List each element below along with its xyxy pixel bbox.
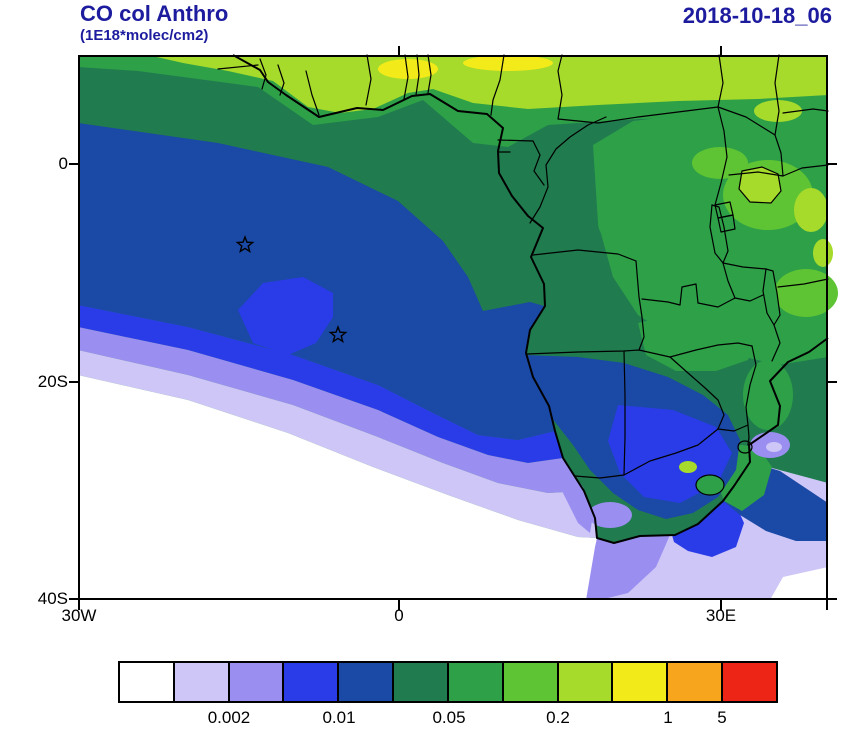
colorbar-cell-3 bbox=[229, 663, 285, 701]
east-green-patch-3 bbox=[692, 147, 748, 179]
lake-malawi bbox=[762, 268, 781, 327]
moz-lavender-dot bbox=[766, 442, 782, 452]
ocean-patch-blue bbox=[238, 277, 333, 355]
coastline bbox=[232, 54, 829, 544]
colorbar-cell-9 bbox=[558, 663, 614, 701]
west-africa-yellowgreen-band bbox=[148, 55, 828, 113]
map-svg bbox=[69, 46, 838, 610]
east-yellowgreen-spot-1 bbox=[794, 188, 828, 232]
namib-coastal-light bbox=[557, 463, 593, 533]
x-axis-label-30e: 30E bbox=[705, 606, 737, 625]
lesotho-border bbox=[695, 474, 725, 496]
colorbar-tick-005: 0.05 bbox=[432, 708, 466, 727]
lake-tanganyika bbox=[709, 204, 729, 265]
ocean-southcoast-blue bbox=[672, 501, 744, 557]
east-green-patch-2 bbox=[774, 269, 838, 317]
star-marker-1 bbox=[235, 235, 255, 254]
yellow-patch-1 bbox=[378, 59, 438, 79]
congo-green-patch-1 bbox=[598, 197, 678, 249]
ocean-band-blue bbox=[78, 305, 563, 463]
x-axis-label-0: 0 bbox=[394, 606, 404, 625]
colorbar-cell-2 bbox=[174, 663, 230, 701]
plot-units: (1E18*molec/cm2) bbox=[80, 27, 209, 44]
sw-sa-light-patch bbox=[588, 502, 632, 528]
x-axis-label-30w: 30W bbox=[61, 606, 97, 625]
y-axis-label-20s: 20S bbox=[37, 372, 68, 391]
congo-green-patch-2 bbox=[656, 257, 724, 297]
colorbar-cell-12 bbox=[723, 663, 776, 701]
map-frame bbox=[78, 55, 828, 600]
plot-timestamp: 2018-10-18_06 bbox=[682, 3, 832, 28]
colorbar-cell-1 bbox=[120, 663, 175, 701]
ocean-cape-wedge bbox=[586, 535, 670, 600]
colorbar-tick-1: 1 bbox=[663, 708, 673, 727]
colorbar-tick-02: 0.2 bbox=[546, 708, 570, 727]
y-axis-label-40s: 40S bbox=[37, 589, 68, 608]
colorbar-cell-8 bbox=[503, 663, 559, 701]
star-marker-2 bbox=[328, 325, 348, 344]
colorbar-cell-5 bbox=[339, 663, 395, 701]
colorbar-tick-001: 0.01 bbox=[322, 708, 356, 727]
axis-ticks bbox=[69, 46, 837, 610]
colorbar-cell-10 bbox=[613, 663, 669, 701]
ocean-band-white bbox=[78, 375, 598, 600]
colorbar-tick-5: 5 bbox=[717, 708, 727, 727]
ocean-secorner-white bbox=[770, 567, 828, 600]
colorbar-cell-6 bbox=[394, 663, 449, 701]
colorbar bbox=[118, 661, 778, 703]
colorbar-cell-11 bbox=[668, 663, 724, 701]
co-map-plot bbox=[69, 46, 838, 610]
colorbar-cell-4 bbox=[284, 663, 340, 701]
ocean-band-darkblue bbox=[78, 123, 555, 440]
east-yellowgreen-spot-2 bbox=[754, 100, 802, 122]
colorbar-cell-7 bbox=[448, 663, 504, 701]
ocean-band-periwinkle bbox=[78, 327, 584, 493]
lake-victoria bbox=[738, 166, 782, 204]
station-markers bbox=[235, 235, 348, 344]
y-axis-label-0: 0 bbox=[58, 154, 68, 173]
plot-title: CO col Anthro bbox=[80, 1, 229, 26]
mozambique-green bbox=[743, 360, 793, 430]
east-yellowgreen-spot-3 bbox=[813, 239, 833, 267]
sa-yellowgreen-dot bbox=[679, 461, 697, 473]
colorbar-tick-0002: 0.002 bbox=[207, 708, 251, 727]
ocean-band-lavender bbox=[78, 350, 597, 538]
yellow-patch-2 bbox=[463, 55, 553, 71]
ocean-field bbox=[78, 55, 828, 600]
lakes bbox=[695, 166, 782, 496]
country-borders bbox=[217, 54, 829, 479]
swaziland-border bbox=[737, 440, 753, 454]
